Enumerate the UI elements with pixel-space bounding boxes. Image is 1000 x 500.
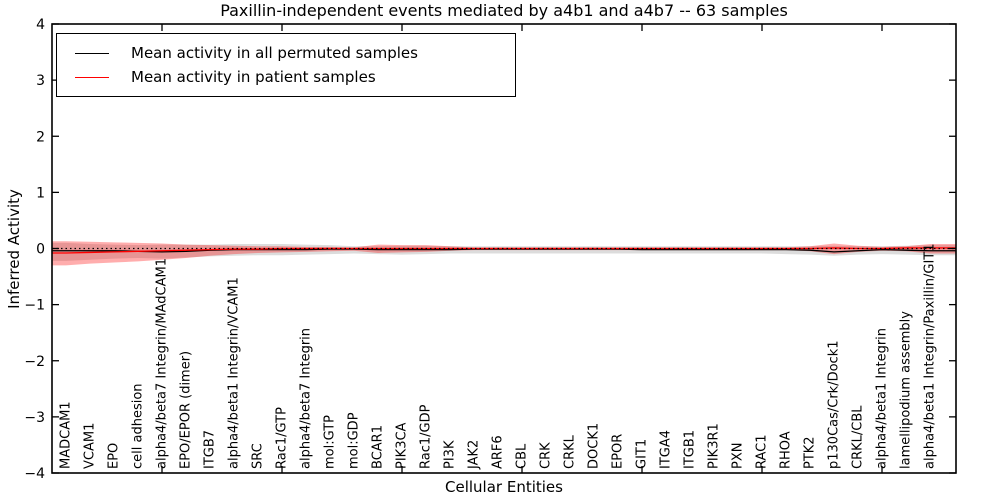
y-tick-label: 1 [36, 185, 45, 201]
x-tick-label: EPOR [611, 434, 626, 469]
x-tick-label: PIK3R1 [707, 423, 722, 469]
x-tick-label: PXN [731, 443, 746, 469]
x-tick-label: DOCK1 [587, 423, 602, 469]
x-tick-label: ARF6 [491, 435, 506, 469]
x-tick-label: ITGA4 [659, 430, 674, 469]
x-tick-label: GIT1 [635, 439, 650, 469]
legend-entry-patient: Mean activity in patient samples [63, 68, 501, 86]
legend-label-permuted: Mean activity in all permuted samples [131, 44, 418, 62]
x-tick-label: CBL [515, 443, 530, 469]
x-tick-label: ITGB1 [683, 430, 698, 469]
x-tick-label: BCAR1 [371, 425, 386, 469]
x-tick-label: p130Cas/Crk/Dock1 [827, 340, 842, 469]
x-tick-label: SRC [251, 443, 266, 469]
x-tick-label: CRKL [563, 434, 578, 469]
x-tick-label: alpha4/beta1 Integrin [875, 328, 890, 469]
x-tick-label: CRKL/CBL [851, 405, 866, 469]
x-tick-label: ITGB7 [203, 430, 218, 469]
legend-label-patient: Mean activity in patient samples [131, 68, 376, 86]
x-tick-label: PI3K [443, 440, 458, 469]
y-tick-label: −1 [24, 298, 45, 314]
permuted-confidence-band [52, 242, 956, 261]
x-tick-label: EPO [107, 443, 122, 469]
legend-entry-permuted: Mean activity in all permuted samples [63, 44, 501, 62]
legend: Mean activity in all permuted samples Me… [56, 33, 516, 97]
y-tick-label: 0 [36, 242, 45, 258]
x-tick-label: Rac1/GTP [275, 407, 290, 469]
x-tick-label: mol:GDP [347, 412, 362, 469]
x-axis-label: Cellular Entities [445, 478, 563, 496]
patient-confidence-band [52, 241, 956, 266]
x-tick-label: alpha4/beta7 Integrin [299, 328, 314, 469]
x-tick-label: PTK2 [803, 436, 818, 469]
y-tick-label: −4 [24, 466, 45, 482]
permuted-line-swatch [75, 52, 109, 54]
x-tick-label: PIK3CA [395, 422, 410, 469]
patient-line-swatch [75, 76, 109, 78]
x-tick-label: alpha4/beta7 Integrin/MAdCAM1 [155, 258, 170, 469]
y-tick-label: −2 [24, 354, 45, 370]
x-tick-label: RHOA [779, 431, 794, 469]
x-tick-label: RAC1 [755, 434, 770, 469]
x-tick-label: Rac1/GDP [419, 404, 434, 469]
y-tick-label: −3 [24, 410, 45, 426]
x-tick-label: EPO/EPOR (dimer) [179, 351, 194, 469]
x-tick-label: CRK [539, 442, 554, 469]
x-tick-label: alpha4/beta1 Integrin/Paxillin/GIT1 [923, 243, 938, 469]
x-tick-label: JAK2 [467, 440, 482, 470]
y-tick-label: 3 [36, 73, 45, 89]
x-tick-label: cell adhesion [131, 383, 146, 469]
y-tick-label: 4 [36, 17, 45, 33]
x-tick-label: MADCAM1 [59, 401, 74, 469]
x-tick-label: mol:GTP [323, 415, 338, 469]
y-tick-label: 2 [36, 129, 45, 145]
chart-title: Paxillin-independent events mediated by … [220, 1, 788, 20]
x-tick-label: VCAM1 [83, 423, 98, 469]
x-tick-label: alpha4/beta1 Integrin/VCAM1 [227, 277, 242, 469]
x-tick-label: lamellipodium assembly [899, 311, 914, 469]
